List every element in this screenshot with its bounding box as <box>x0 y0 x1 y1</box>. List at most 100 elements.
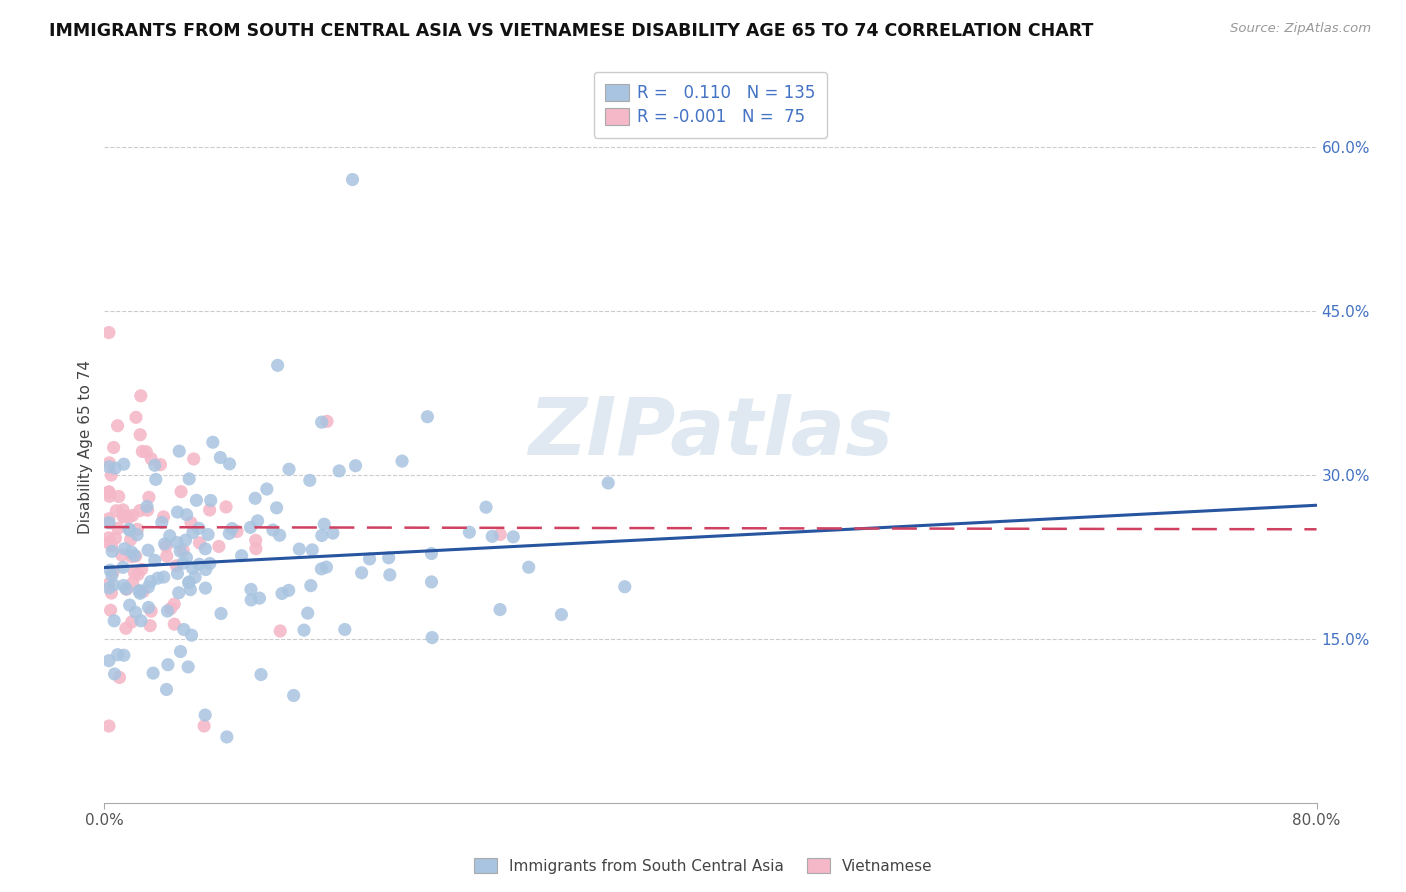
Point <box>97 536 120 550</box>
Point <box>215 730 238 744</box>
Point <box>100 603 122 617</box>
Point <box>198 557 221 571</box>
Point <box>114 541 136 556</box>
Point <box>166 558 188 573</box>
Point <box>156 549 179 563</box>
Point <box>420 631 443 645</box>
Point <box>103 667 125 681</box>
Point <box>103 578 125 592</box>
Text: ZIPatlas: ZIPatlas <box>529 394 893 472</box>
Point <box>121 615 143 629</box>
Point <box>136 500 159 514</box>
Point <box>118 522 141 536</box>
Point <box>266 500 288 515</box>
Point <box>100 586 122 600</box>
Point <box>314 517 336 532</box>
Point <box>322 526 344 541</box>
Point <box>155 682 177 697</box>
Point <box>187 521 209 535</box>
Point <box>344 458 367 473</box>
Point <box>342 172 364 186</box>
Point <box>136 543 159 558</box>
Point <box>243 491 266 506</box>
Point <box>97 459 120 474</box>
Point <box>156 657 179 672</box>
Point <box>111 503 134 517</box>
Point <box>231 549 253 563</box>
Point <box>194 562 217 576</box>
Point <box>283 689 305 703</box>
Point <box>311 528 333 542</box>
Point <box>118 598 141 612</box>
Point <box>121 549 143 564</box>
Point <box>193 719 215 733</box>
Point <box>184 570 207 584</box>
Point <box>139 574 162 589</box>
Point <box>128 584 150 599</box>
Legend: R =   0.110   N = 135, R = -0.001   N =  75: R = 0.110 N = 135, R = -0.001 N = 75 <box>593 72 827 137</box>
Point <box>333 623 356 637</box>
Point <box>180 516 202 530</box>
Point <box>176 508 198 522</box>
Point <box>269 624 291 638</box>
Point <box>138 600 160 615</box>
Point <box>420 547 443 561</box>
Point <box>129 586 152 600</box>
Point <box>112 578 135 592</box>
Point <box>179 472 201 486</box>
Point <box>97 654 120 668</box>
Point <box>100 539 122 553</box>
Point <box>129 583 152 598</box>
Point <box>170 484 193 499</box>
Point <box>188 558 211 572</box>
Point <box>166 566 188 581</box>
Point <box>475 500 498 515</box>
Point <box>240 593 263 607</box>
Point <box>167 586 190 600</box>
Point <box>292 623 315 637</box>
Point <box>101 565 124 579</box>
Point <box>125 410 148 425</box>
Point <box>111 548 134 562</box>
Point <box>150 516 173 530</box>
Point <box>127 527 149 541</box>
Point <box>101 544 124 558</box>
Point <box>489 602 512 616</box>
Point <box>169 544 191 558</box>
Point <box>107 648 129 662</box>
Point <box>152 570 174 584</box>
Point <box>316 414 339 428</box>
Point <box>105 504 128 518</box>
Point <box>121 545 143 559</box>
Point <box>194 581 217 595</box>
Point <box>129 389 152 403</box>
Point <box>269 528 291 542</box>
Point <box>517 560 540 574</box>
Point <box>198 503 221 517</box>
Point <box>194 708 217 723</box>
Point <box>179 582 201 597</box>
Point <box>97 531 120 545</box>
Point <box>135 445 157 459</box>
Point <box>97 485 120 500</box>
Point <box>163 617 186 632</box>
Point <box>129 614 152 628</box>
Point <box>181 561 204 575</box>
Point <box>159 529 181 543</box>
Point <box>166 505 188 519</box>
Point <box>121 576 143 591</box>
Point <box>266 359 288 373</box>
Point <box>100 468 122 483</box>
Point <box>141 451 163 466</box>
Point <box>169 644 191 658</box>
Point <box>98 563 121 577</box>
Point <box>172 556 194 570</box>
Point <box>143 458 166 473</box>
Point <box>131 444 153 458</box>
Point <box>129 427 152 442</box>
Point <box>103 614 125 628</box>
Point <box>146 571 169 585</box>
Point <box>136 503 159 517</box>
Point <box>377 550 399 565</box>
Point <box>98 489 121 503</box>
